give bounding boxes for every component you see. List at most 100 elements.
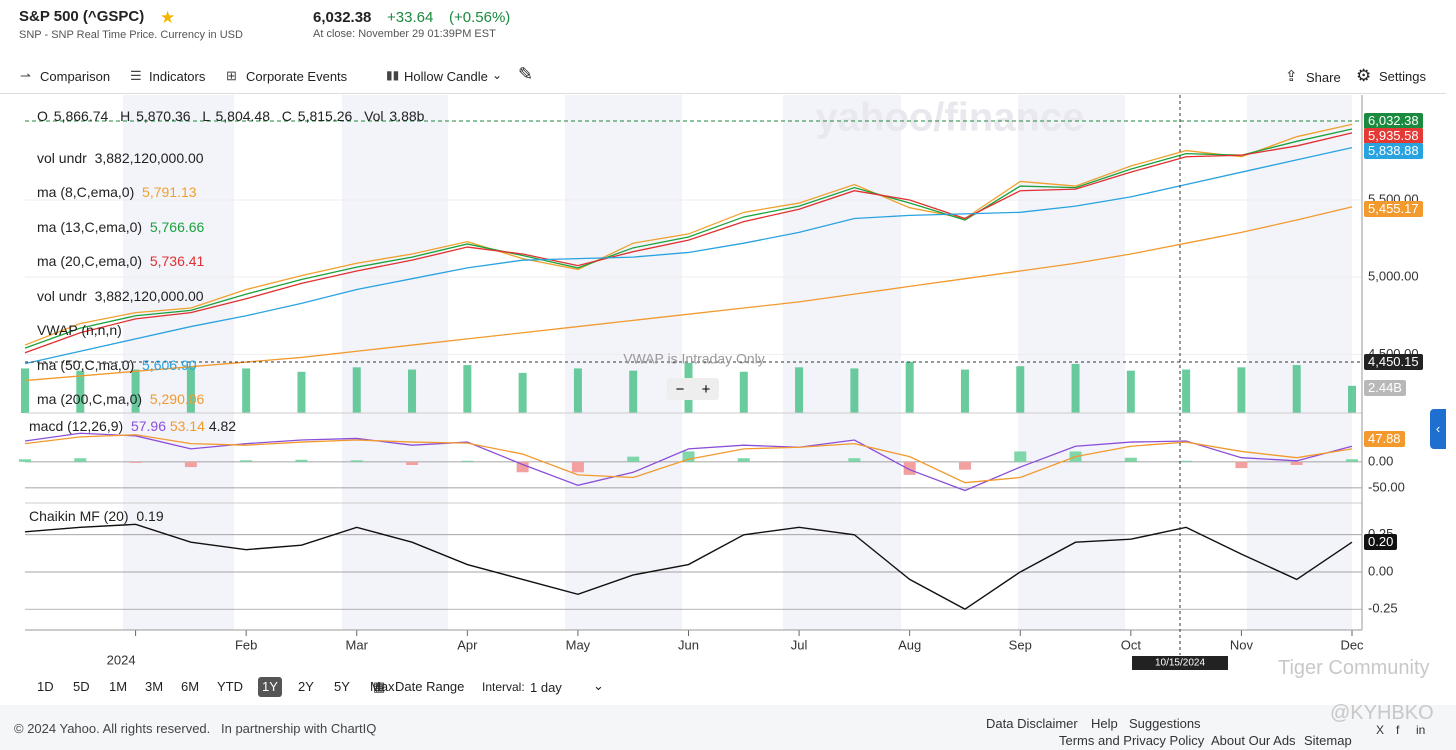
zoom-out[interactable]: −	[676, 381, 685, 398]
series-line	[24, 206, 1353, 382]
range-button[interactable]: 1Y	[258, 677, 282, 697]
histogram-bar	[903, 461, 916, 475]
study-value: 5,766.66	[149, 219, 205, 235]
series-line	[24, 123, 1353, 346]
tool[interactable]: Corporate Events	[246, 69, 348, 84]
volume-bar	[76, 370, 85, 413]
star[interactable]: ★	[160, 8, 176, 27]
study-value: 3,882,120,000.00	[94, 150, 204, 166]
share-icon: ⇪	[1285, 68, 1298, 85]
series-line	[24, 523, 1353, 610]
macd-legend: macd (12,26,9) 57.96 53.14 4.82	[29, 418, 236, 434]
footer-link[interactable]: Suggestions	[1129, 716, 1201, 731]
chaikin-legend: Chaikin MF (20) 0.19	[29, 508, 164, 524]
y-tick-label: 5,000.00	[1368, 269, 1419, 284]
ohlc-item: Vol 3.88b	[364, 108, 425, 124]
icon: ☰	[130, 68, 142, 83]
histogram-bar	[1346, 459, 1358, 462]
volume-bar	[1016, 366, 1025, 413]
histogram-bar	[74, 458, 87, 462]
range-button[interactable]: 5D	[73, 679, 90, 694]
tool[interactable]: Comparison	[40, 69, 111, 84]
social-icon[interactable]: in	[1416, 723, 1426, 737]
study-value: 5,736.41	[149, 253, 205, 269]
y-tick-label: -50.00	[1368, 479, 1405, 494]
footer-link[interactable]: Terms and Privacy Policy	[1059, 733, 1205, 748]
date-range[interactable]: Date Range	[395, 679, 465, 694]
study-value: 5,791.13	[142, 184, 197, 200]
interval-value[interactable]: 1 day	[530, 680, 562, 695]
volume-bar	[1237, 367, 1246, 413]
copyright: © 2024 Yahoo. All rights reserved.	[14, 721, 211, 736]
volume-bar	[518, 372, 527, 413]
caret[interactable]: ⌄	[593, 678, 604, 693]
study: ma (13,C,ema,0) 5,766.66	[37, 219, 204, 235]
study-value: 5,290.06	[149, 391, 205, 407]
calendar-icon: ▦	[373, 679, 386, 694]
crosshair-date-box	[1132, 656, 1228, 670]
series-line	[24, 147, 1353, 365]
tool[interactable]: Indicators	[149, 69, 206, 84]
range-button[interactable]: 3M	[145, 679, 164, 694]
icon: ⇀	[20, 68, 31, 83]
histogram-bar	[19, 459, 31, 462]
study-name: vol undr	[37, 150, 87, 166]
range-button[interactable]: Max	[370, 679, 395, 694]
histogram-bar	[129, 461, 142, 463]
close-time: At close: November 29 01:39PM EST	[313, 28, 496, 40]
price-box: 5,455.17	[1364, 201, 1423, 217]
chart: yahoo/finance 4,500.005,000.005,500.000.…	[19, 95, 1419, 670]
x-tick-label: Feb	[235, 637, 257, 652]
settings[interactable]: Settings	[1379, 69, 1426, 84]
range-button[interactable]: 1D	[37, 679, 54, 694]
caret[interactable]: ⌄	[492, 68, 503, 82]
volume-bar	[739, 371, 748, 413]
x-tick-label: Oct	[1121, 637, 1142, 652]
study-name: ma (20,C,ema,0)	[37, 253, 143, 269]
partner: In partnership with ChartIQ	[221, 721, 377, 736]
footer-link[interactable]: About Our Ads	[1211, 733, 1296, 748]
volume-bar	[1126, 370, 1135, 413]
month-band	[342, 95, 448, 630]
study-name: ma (8,C,ema,0)	[37, 184, 135, 200]
footer-link[interactable]: Sitemap	[1304, 733, 1352, 748]
volume-bar	[242, 368, 251, 413]
volume-bar	[186, 366, 195, 413]
histogram-bar	[1124, 457, 1137, 462]
range-button[interactable]: YTD	[217, 679, 243, 694]
study-name: macd (12,26,9)	[29, 418, 124, 434]
y-tick-label: 0.00	[1368, 563, 1393, 578]
tool[interactable]: Hollow Candle	[404, 69, 488, 84]
zoom-box	[667, 378, 719, 400]
range-button[interactable]: 6M	[181, 679, 200, 694]
change-pct: (+0.56%)	[449, 9, 511, 26]
side-tab[interactable]: ‹	[1430, 409, 1446, 449]
volume-bar	[408, 369, 417, 413]
study: vol undr 3,882,120,000.00	[37, 288, 204, 304]
range-button[interactable]: 1M	[109, 679, 128, 694]
study-value: 5,606.90	[142, 357, 197, 373]
study-value: 3,882,120,000.00	[94, 288, 204, 304]
study-value: 57.96	[130, 418, 166, 434]
footer-link[interactable]: Help	[1091, 716, 1118, 731]
volume-bar	[1292, 365, 1301, 413]
volume-bar	[297, 371, 306, 413]
draw-icon[interactable]: ✎	[518, 64, 534, 84]
footer-link[interactable]: Data Disclaimer	[986, 716, 1078, 731]
zoom-in[interactable]: +	[702, 381, 711, 398]
change: +33.64	[387, 9, 434, 26]
histogram-bar	[958, 461, 971, 470]
y-tick-label: 0.00	[1368, 453, 1393, 468]
histogram-bar	[1180, 460, 1193, 462]
share[interactable]: Share	[1306, 70, 1341, 85]
volume-bar	[131, 369, 140, 413]
x-tick-label: May	[566, 637, 591, 652]
x-tick-label: Dec	[1340, 637, 1364, 652]
social-icon[interactable]: X	[1376, 723, 1385, 737]
x-tick-label: Nov	[1230, 637, 1254, 652]
range-button[interactable]: 2Y	[298, 679, 314, 694]
social-icon[interactable]: f	[1396, 723, 1400, 737]
range-button[interactable]: 5Y	[334, 679, 350, 694]
histogram-bar	[682, 451, 695, 462]
